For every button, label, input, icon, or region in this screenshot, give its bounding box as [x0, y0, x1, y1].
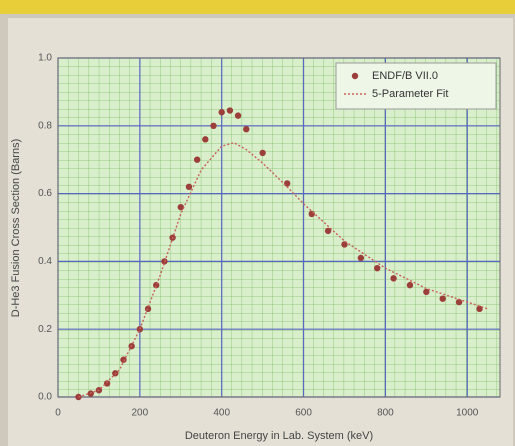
data-point: [120, 356, 127, 363]
x-tick-label: 600: [295, 408, 312, 419]
data-point: [283, 180, 291, 187]
legend-label: 5-Parameter Fit: [372, 88, 448, 100]
top-strip: [0, 0, 515, 14]
data-point: [185, 183, 193, 191]
y-tick-label: 0.4: [38, 256, 52, 267]
y-tick-label: 0.0: [38, 392, 52, 403]
x-tick-label: 800: [377, 408, 394, 419]
data-point: [218, 109, 225, 116]
data-point: [177, 203, 184, 211]
data-point: [136, 326, 144, 333]
x-tick-label: 0: [55, 408, 61, 419]
x-tick-label: 200: [132, 408, 149, 419]
y-tick-label: 1.0: [38, 53, 52, 64]
data-point: [193, 156, 201, 163]
minor-grid: [58, 58, 500, 397]
data-point: [234, 112, 242, 119]
data-point: [439, 295, 446, 302]
data-point: [103, 380, 111, 387]
data-point: [406, 281, 414, 289]
data-point: [423, 288, 430, 296]
plot-border: [57, 57, 501, 398]
fit-line: [78, 141, 488, 398]
data-point: [357, 254, 365, 262]
y-tick-label: 0.6: [38, 188, 52, 199]
x-tick-label: 400: [213, 408, 230, 419]
x-tick-label: 1000: [456, 408, 479, 419]
legend-swatch: [351, 72, 359, 80]
data-point: [308, 210, 315, 218]
y-axis-label: D-He3 Fusion Cross Section (Barns): [10, 139, 22, 318]
data-point: [374, 264, 381, 272]
legend-box: [335, 62, 497, 110]
data-point: [243, 125, 250, 133]
data-point: [202, 136, 209, 143]
y-tick-label: 0.8: [38, 120, 52, 131]
data-point: [324, 227, 332, 235]
x-axis-label: Deuteron Energy in Lab. System (keV): [185, 430, 373, 442]
data-point: [390, 275, 397, 282]
data-point: [259, 149, 266, 157]
data-point: [226, 107, 234, 114]
y-tick-label: 0.2: [38, 324, 52, 335]
data-point: [210, 122, 217, 129]
legend-label: ENDF/B VII.0: [372, 70, 438, 82]
data-point: [455, 298, 463, 306]
